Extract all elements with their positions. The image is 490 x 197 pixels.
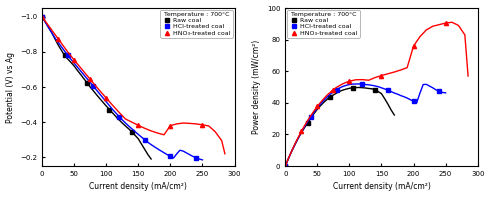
HCl-treated coal [308,116,314,118]
HNO₃-treated coal [282,165,288,167]
HCl-treated coal [168,155,173,158]
HNO₃-treated coal [442,22,448,24]
HNO₃-treated coal [346,80,352,82]
HCl-treated coal [385,89,391,91]
HNO₃-treated coal [55,38,61,40]
Line: Raw coal: Raw coal [283,85,377,168]
HCl-treated coal [91,85,97,87]
Line: Raw coal: Raw coal [40,15,134,134]
Raw coal [282,165,288,167]
HNO₃-treated coal [199,124,205,126]
Line: HNO₃-treated coal: HNO₃-treated coal [40,15,204,128]
Raw coal [106,108,112,111]
X-axis label: Current density (mA/cm²): Current density (mA/cm²) [333,182,430,191]
Line: HCl-treated coal: HCl-treated coal [40,15,198,160]
Raw coal [350,86,356,89]
HNO₃-treated coal [411,45,416,47]
Legend: Raw coal, HCl-treated coal, HNO₃-treated coal: Raw coal, HCl-treated coal, HNO₃-treated… [287,10,360,38]
Line: HCl-treated coal: HCl-treated coal [283,82,441,168]
HNO₃-treated coal [379,74,385,77]
Y-axis label: Power density (mW/cm²): Power density (mW/cm²) [252,40,261,134]
HCl-treated coal [282,165,288,167]
HNO₃-treated coal [87,78,93,81]
HCl-treated coal [436,90,442,92]
HCl-treated coal [193,156,199,159]
HNO₃-treated coal [298,130,304,133]
Raw coal [305,122,311,124]
HNO₃-treated coal [168,125,173,127]
X-axis label: Current density (mA/cm²): Current density (mA/cm²) [89,182,187,191]
HNO₃-treated coal [315,105,320,108]
HCl-treated coal [359,83,365,85]
HNO₃-treated coal [103,97,109,99]
Raw coal [129,131,135,133]
HNO₃-treated coal [330,88,336,91]
HNO₃-treated coal [71,59,77,61]
Raw coal [84,82,90,84]
HCl-treated coal [334,88,340,91]
Raw coal [39,16,45,18]
Raw coal [62,54,68,57]
HCl-treated coal [411,100,416,102]
Raw coal [327,96,333,98]
Legend: Raw coal, HCl-treated coal, HNO₃-treated coal: Raw coal, HCl-treated coal, HNO₃-treated… [160,10,233,38]
Line: HNO₃-treated coal: HNO₃-treated coal [283,21,448,168]
HCl-treated coal [116,115,122,118]
HNO₃-treated coal [135,124,141,126]
HCl-treated coal [39,16,45,18]
HCl-treated coal [65,54,71,57]
HCl-treated coal [142,138,147,141]
Y-axis label: Potential (V) vs Ag: Potential (V) vs Ag [5,52,15,123]
Raw coal [372,88,378,91]
HNO₃-treated coal [39,16,45,18]
